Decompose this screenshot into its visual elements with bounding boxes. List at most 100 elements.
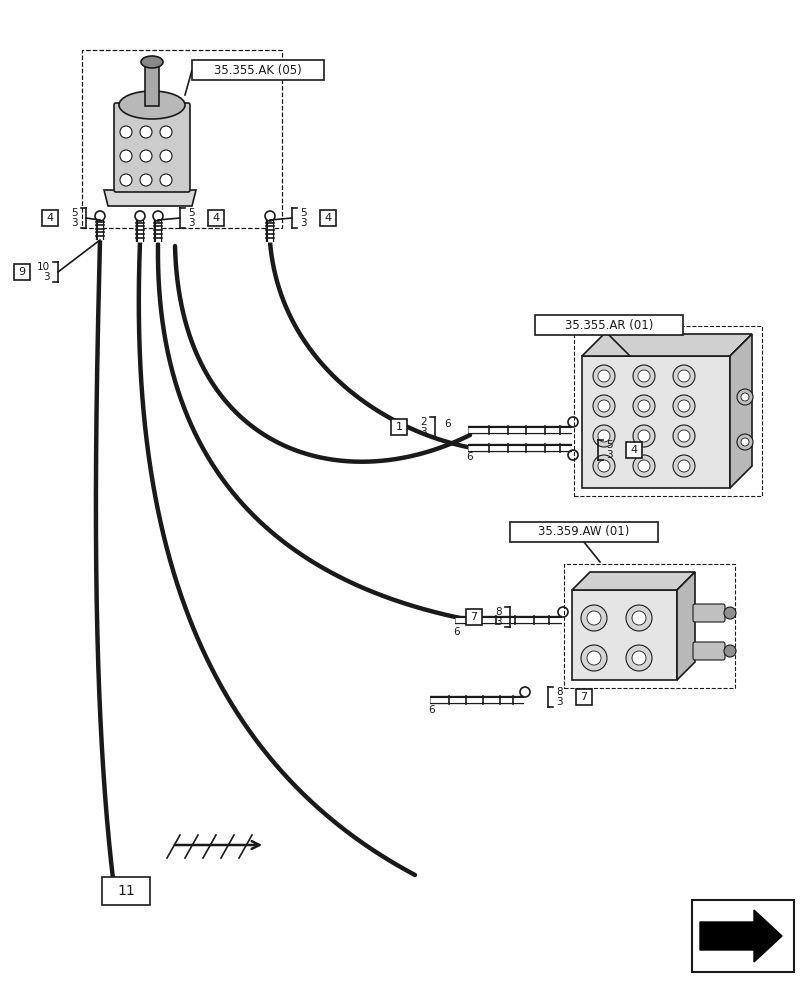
Polygon shape: [571, 572, 694, 590]
Text: 11: 11: [117, 884, 135, 898]
FancyBboxPatch shape: [208, 210, 224, 226]
FancyBboxPatch shape: [114, 103, 190, 192]
Circle shape: [672, 425, 694, 447]
Circle shape: [631, 611, 646, 625]
Circle shape: [633, 425, 654, 447]
Ellipse shape: [119, 91, 185, 119]
Circle shape: [597, 430, 609, 442]
Circle shape: [586, 611, 600, 625]
Circle shape: [672, 455, 694, 477]
Text: 4: 4: [212, 213, 219, 223]
FancyBboxPatch shape: [575, 689, 591, 705]
FancyBboxPatch shape: [320, 210, 336, 226]
Text: 3: 3: [299, 218, 307, 228]
FancyBboxPatch shape: [14, 264, 30, 280]
Circle shape: [160, 174, 172, 186]
Circle shape: [723, 607, 735, 619]
Circle shape: [160, 126, 172, 138]
Circle shape: [677, 460, 689, 472]
Text: 5: 5: [71, 208, 78, 218]
Circle shape: [592, 395, 614, 417]
Circle shape: [672, 365, 694, 387]
Text: 3: 3: [605, 450, 611, 460]
Circle shape: [139, 150, 152, 162]
Text: 35.355.AK (05): 35.355.AK (05): [214, 64, 302, 77]
Text: 5: 5: [299, 208, 307, 218]
Circle shape: [633, 395, 654, 417]
Circle shape: [633, 455, 654, 477]
Circle shape: [740, 438, 748, 446]
Circle shape: [139, 174, 152, 186]
Circle shape: [597, 460, 609, 472]
Ellipse shape: [141, 56, 163, 68]
Text: 6: 6: [444, 419, 451, 429]
Circle shape: [586, 651, 600, 665]
FancyBboxPatch shape: [102, 877, 150, 905]
Text: 4: 4: [324, 213, 331, 223]
Text: 3: 3: [188, 218, 195, 228]
Text: 4: 4: [629, 445, 637, 455]
Text: 35.359.AW (01): 35.359.AW (01): [538, 526, 629, 538]
Circle shape: [592, 365, 614, 387]
Circle shape: [740, 393, 748, 401]
FancyBboxPatch shape: [466, 609, 482, 625]
Circle shape: [677, 430, 689, 442]
Circle shape: [592, 425, 614, 447]
Polygon shape: [104, 190, 195, 206]
Polygon shape: [729, 334, 751, 488]
Circle shape: [736, 389, 752, 405]
FancyBboxPatch shape: [692, 642, 724, 660]
Text: 1: 1: [395, 422, 402, 432]
Circle shape: [581, 645, 607, 671]
Circle shape: [597, 370, 609, 382]
Text: 4: 4: [46, 213, 54, 223]
Circle shape: [139, 126, 152, 138]
Circle shape: [625, 605, 651, 631]
Circle shape: [736, 434, 752, 450]
Circle shape: [160, 150, 172, 162]
FancyBboxPatch shape: [571, 590, 676, 680]
Circle shape: [672, 395, 694, 417]
Text: 3: 3: [495, 617, 501, 627]
FancyBboxPatch shape: [391, 419, 406, 435]
Circle shape: [120, 174, 132, 186]
Circle shape: [631, 651, 646, 665]
Text: 3: 3: [71, 218, 78, 228]
Text: 9: 9: [19, 267, 25, 277]
Text: 8: 8: [495, 607, 501, 617]
FancyBboxPatch shape: [42, 210, 58, 226]
FancyBboxPatch shape: [691, 900, 793, 972]
Text: 6: 6: [428, 705, 435, 715]
Circle shape: [597, 400, 609, 412]
Circle shape: [677, 400, 689, 412]
Text: 7: 7: [580, 692, 587, 702]
Text: 5: 5: [605, 440, 611, 450]
Text: 10: 10: [36, 262, 50, 272]
FancyBboxPatch shape: [534, 315, 682, 335]
Text: 35.355.AR (01): 35.355.AR (01): [564, 318, 652, 332]
Circle shape: [581, 605, 607, 631]
Text: 6: 6: [453, 627, 460, 637]
Circle shape: [637, 370, 649, 382]
Circle shape: [120, 150, 132, 162]
Circle shape: [723, 645, 735, 657]
Text: 6: 6: [466, 452, 473, 462]
Text: 7: 7: [470, 612, 477, 622]
Circle shape: [637, 430, 649, 442]
Circle shape: [592, 455, 614, 477]
Circle shape: [625, 645, 651, 671]
Text: 3: 3: [556, 697, 562, 707]
Circle shape: [633, 365, 654, 387]
Text: 5: 5: [188, 208, 195, 218]
FancyBboxPatch shape: [692, 604, 724, 622]
Circle shape: [120, 126, 132, 138]
Polygon shape: [581, 334, 751, 356]
Polygon shape: [676, 572, 694, 680]
FancyBboxPatch shape: [625, 442, 642, 458]
Polygon shape: [699, 910, 781, 962]
FancyBboxPatch shape: [581, 356, 729, 488]
Text: 2: 2: [420, 417, 427, 427]
FancyBboxPatch shape: [191, 60, 324, 80]
Circle shape: [637, 400, 649, 412]
Text: 8: 8: [556, 687, 562, 697]
